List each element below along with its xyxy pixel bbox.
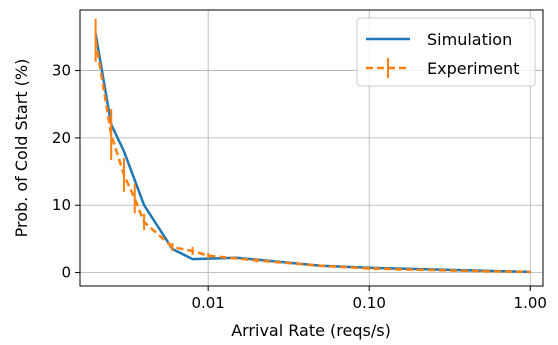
x-tick-label: 1.00 [514,294,547,312]
x-tick-label: 0.01 [191,294,224,312]
y-tick-label: 20 [52,129,71,147]
y-tick-label: 0 [61,264,71,282]
legend-label-simulation: Simulation [427,30,512,49]
x-axis-label: Arrival Rate (reqs/s) [231,321,391,340]
y-axis-label: Prob. of Cold Start (%) [12,59,31,238]
y-tick-label: 10 [52,196,71,214]
legend: Simulation Experiment [357,18,535,86]
x-tick-label: 0.10 [353,294,386,312]
y-tick-label: 30 [52,62,71,80]
legend-label-experiment: Experiment [427,59,519,78]
